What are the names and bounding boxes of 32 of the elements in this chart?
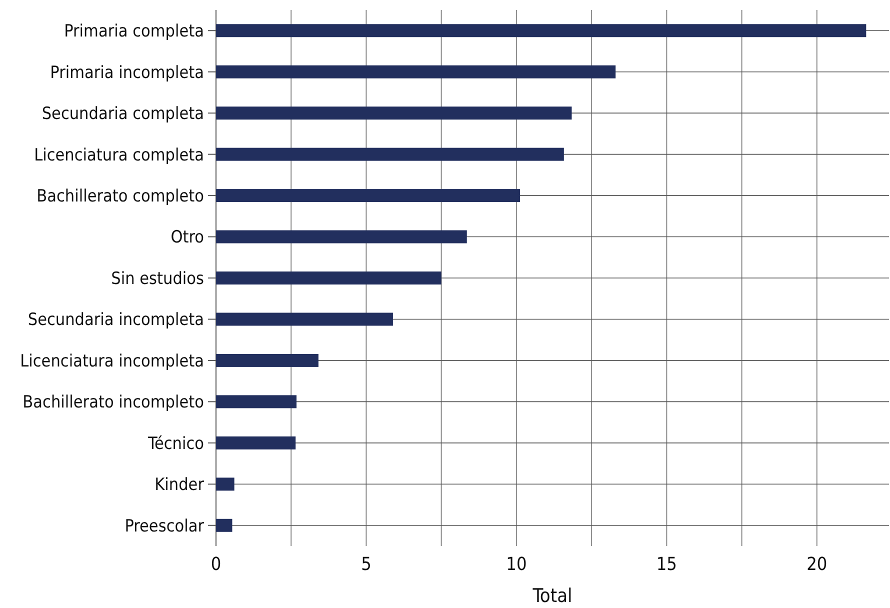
bar — [216, 395, 297, 408]
y-tick-label: Secundaria incompleta — [28, 310, 204, 330]
y-tick-label: Sin estudios — [111, 268, 204, 289]
bar — [216, 518, 232, 532]
x-tick-label: 0 — [210, 554, 222, 575]
y-tick-label: Primaria incompleta — [50, 62, 204, 83]
y-tick-label: Primaria completa — [64, 22, 204, 42]
bar — [216, 189, 520, 202]
bar — [216, 478, 234, 491]
y-tick-label: Bachillerato completo — [36, 186, 204, 206]
bar — [216, 24, 866, 38]
y-tick-label: Kinder — [154, 475, 205, 496]
bar — [216, 312, 393, 326]
y-tick-label: Licenciatura completa — [34, 145, 204, 166]
bar — [216, 354, 318, 367]
x-tick-label: 10 — [506, 554, 527, 575]
y-tick-label: Otro — [170, 228, 204, 248]
bar — [216, 65, 616, 78]
y-tick-label: Bachillerato incompleto — [22, 392, 204, 413]
y-tick-label: Preescolar — [124, 516, 205, 536]
x-axis-title: Total — [532, 585, 572, 607]
x-tick-label: 5 — [361, 554, 372, 575]
bar — [216, 106, 572, 120]
bar — [216, 148, 564, 161]
x-tick-label: 15 — [656, 554, 677, 575]
y-tick-label: Licenciatura incompleta — [20, 351, 204, 372]
y-tick-label: Secundaria completa — [42, 104, 204, 124]
bar — [216, 272, 442, 284]
bar — [216, 436, 296, 450]
y-tick-label: Técnico — [147, 434, 204, 454]
x-tick-label: 20 — [806, 554, 828, 575]
bar — [216, 230, 467, 244]
